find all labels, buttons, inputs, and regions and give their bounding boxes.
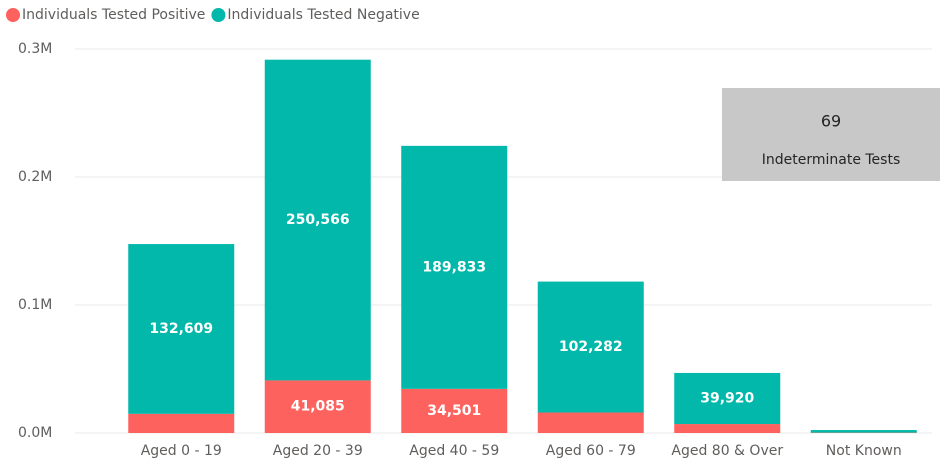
- value-label: 102,282: [559, 339, 623, 355]
- y-tick-label: 0.3M: [18, 41, 52, 57]
- bar-segment: [401, 145, 508, 389]
- bar-segment: [264, 59, 371, 381]
- bar-segment: [674, 372, 781, 425]
- bar-segment: [537, 281, 644, 413]
- bar-segment: [264, 380, 371, 433]
- bar-segment: [537, 412, 644, 433]
- legend-marker: [6, 8, 20, 22]
- legend-label: Individuals Tested Positive: [22, 7, 205, 23]
- card-value: 69: [821, 112, 841, 131]
- value-label: 250,566: [286, 212, 350, 228]
- x-tick-label: Aged 40 - 59: [409, 443, 499, 459]
- value-label: 41,085: [291, 399, 345, 415]
- bar-segment: [674, 424, 781, 433]
- bar-segment: [401, 388, 508, 433]
- card: [722, 88, 940, 181]
- y-tick-label: 0.0M: [18, 425, 52, 441]
- bar-segment: [810, 430, 917, 433]
- legend-label: Individuals Tested Negative: [227, 7, 419, 23]
- legend-marker: [211, 8, 226, 22]
- value-label: 39,920: [700, 390, 754, 406]
- bar-segment: [128, 244, 235, 414]
- x-tick-label: Aged 60 - 79: [546, 443, 636, 459]
- value-label: 34,501: [427, 403, 481, 419]
- x-tick-label: Not Known: [826, 443, 902, 459]
- value-label: 132,609: [149, 321, 213, 337]
- y-tick-label: 0.1M: [18, 297, 52, 313]
- y-tick-label: 0.2M: [18, 169, 52, 185]
- x-tick-label: Aged 80 & Over: [671, 443, 783, 459]
- bar-segment: [128, 413, 235, 433]
- x-tick-label: Aged 20 - 39: [273, 443, 363, 459]
- x-tick-label: Aged 0 - 19: [141, 443, 222, 459]
- card-label: Indeterminate Tests: [762, 152, 901, 168]
- value-label: 189,833: [422, 259, 486, 275]
